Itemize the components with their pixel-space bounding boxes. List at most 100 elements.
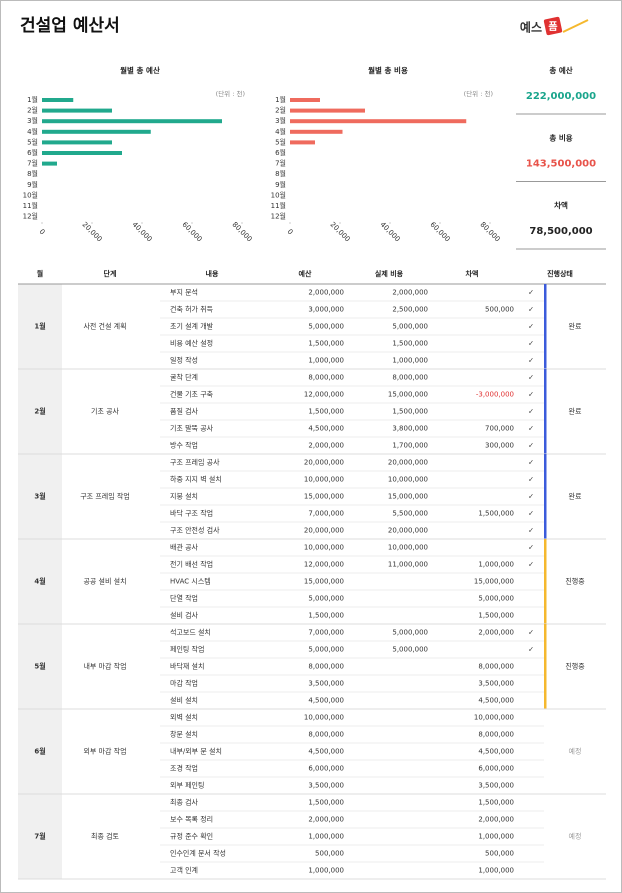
stage-cell: 외부 마감 작업 [83,747,126,756]
column-header: 예산 [299,269,312,278]
status-cell: 완료 [569,408,582,416]
x-tick-label: 0 [38,228,47,237]
month-cell: 7월 [34,832,45,841]
actual-cell: 5,500,000 [392,510,428,518]
chart-unit: (단위 : 천) [216,89,245,98]
actual-cell: 3,800,000 [392,425,428,433]
month-cell: 4월 [34,577,45,586]
check-mark: ✓ [528,442,534,450]
actual-cell: 1,500,000 [392,340,428,348]
diff-cell: 1,000,000 [478,561,514,569]
bar [290,129,343,134]
y-tick-label: 6월 [27,148,38,157]
check-mark: ✓ [528,561,534,569]
summary-value: 143,500,000 [526,159,596,170]
y-tick-label: 10월 [23,190,38,199]
summary-value: 222,000,000 [526,91,596,102]
stage-cell: 사전 건설 계획 [83,322,126,331]
status-bar [544,284,547,369]
stage-cell: 최종 검토 [91,832,120,841]
chart-unit: (단위 : 천) [464,89,493,98]
budget-cell: 8,000,000 [308,374,344,382]
y-tick-label: 2월 [275,106,286,115]
diff-cell: 1,500,000 [478,799,514,807]
y-tick-label: 11월 [271,201,286,210]
summary-label: 총 예산 [549,65,572,75]
y-tick-label: 7월 [275,159,286,168]
task-cell: 페인팅 작업 [170,645,204,654]
budget-cell: 1,500,000 [308,612,344,620]
actual-cell: 2,000,000 [392,289,428,297]
diff-cell: 10,000,000 [474,714,514,722]
month-cell: 1월 [34,322,45,331]
task-cell: 최종 검사 [170,798,199,807]
bar [42,129,151,134]
status-cell: 완료 [569,323,582,331]
budget-cell: 2,000,000 [308,289,344,297]
task-cell: 창문 설치 [170,730,198,739]
status-cell: 완료 [569,493,582,501]
task-cell: 석고보드 설치 [170,628,211,637]
task-cell: 건물 기초 구축 [170,390,214,399]
budget-cell: 4,500,000 [308,697,344,705]
chart-title: 월별 총 비용 [368,65,408,75]
diff-cell: 1,000,000 [478,833,514,841]
stage-cell: 구조 프레임 작업 [80,492,130,501]
budget-cell: 10,000,000 [304,714,344,722]
actual-cell: 11,000,000 [388,561,428,569]
task-cell: 하중 지지 벽 설치 [170,475,222,484]
y-tick-label: 11월 [23,201,38,210]
bar [290,108,365,113]
actual-cell: 1,500,000 [392,408,428,416]
summary-label: 총 비용 [549,133,572,143]
task-cell: 전기 배선 작업 [170,560,213,569]
check-mark: ✓ [528,374,534,382]
actual-cell: 5,000,000 [392,646,428,654]
task-cell: 설비 설치 [170,696,198,705]
check-mark: ✓ [528,527,534,535]
status-cell: 예정 [569,747,582,756]
task-cell: 품질 검사 [170,407,199,416]
chart-title: 월별 총 예산 [120,65,160,75]
check-mark: ✓ [528,425,534,433]
status-cell: 진행중 [565,577,585,586]
summary-value: 78,500,000 [529,226,592,237]
actual-cell: 20,000,000 [388,527,428,535]
budget-cell: 5,000,000 [308,595,344,603]
y-tick-label: 12월 [271,212,286,221]
y-tick-label: 1월 [275,95,286,104]
task-cell: 초기 설계 개발 [170,322,214,331]
diff-cell: 1,500,000 [478,510,514,518]
y-tick-label: 10월 [271,190,286,199]
diff-cell: 3,500,000 [478,782,514,790]
task-cell: 조경 작업 [170,764,198,773]
y-tick-label: 3월 [27,116,38,125]
diff-cell: 500,000 [485,306,514,314]
logo-mark: 폼 [548,21,557,33]
actual-cell: 8,000,000 [392,374,428,382]
task-cell: 부지 분석 [170,288,198,297]
diff-cell: 2,000,000 [478,816,514,824]
diff-cell: 8,000,000 [478,663,514,671]
actual-cell: 20,000,000 [388,459,428,467]
check-mark: ✓ [528,357,534,365]
budget-cell: 8,000,000 [308,663,344,671]
status-cell: 진행중 [565,662,585,671]
column-header: 월 [37,269,43,278]
diff-cell: 500,000 [485,850,514,858]
y-tick-label: 5월 [27,137,38,146]
diff-cell: 15,000,000 [474,578,514,586]
month-column-bg [18,284,62,879]
status-bar [544,624,547,709]
task-cell: HVAC 시스템 [170,578,211,586]
task-cell: 내부/외부 문 설치 [170,747,222,756]
y-tick-label: 7월 [27,159,38,168]
budget-cell: 20,000,000 [304,527,344,535]
summary: 총 예산 222,000,000 총 비용 143,500,000 차액 78,500,0… [516,65,606,250]
summary-label: 차액 [554,200,568,210]
budget-cell: 12,000,000 [304,391,344,399]
status-bar [544,539,547,624]
task-cell: 비용 예산 설정 [170,339,213,348]
